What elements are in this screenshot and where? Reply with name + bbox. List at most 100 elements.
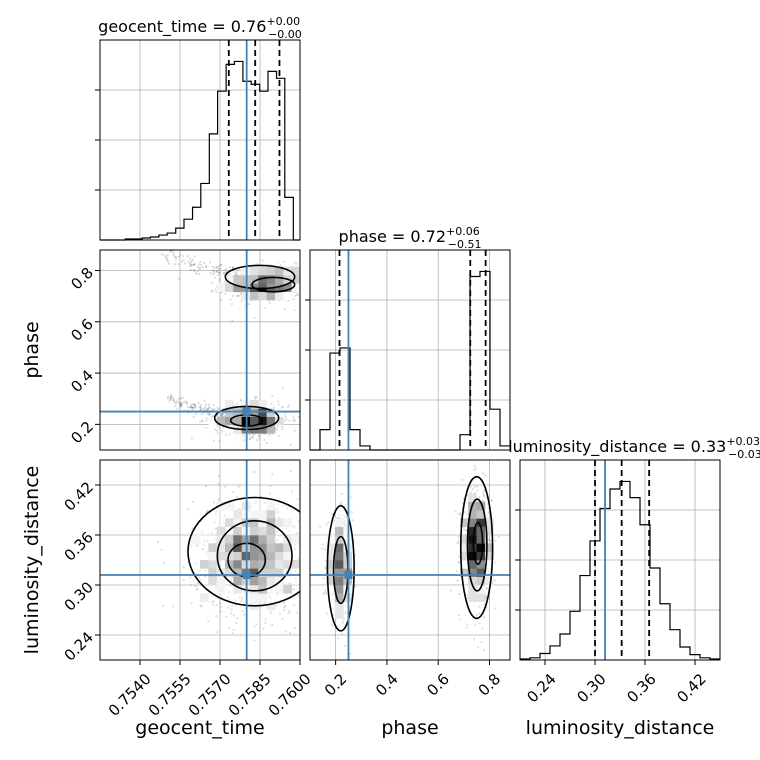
- geocent-time-vs-phase-sample-point: [279, 264, 282, 267]
- geocent-time-vs-phase-sample-point: [214, 288, 217, 291]
- geocent-time-vs-luminosity-distance-sample-point: [275, 604, 278, 607]
- phase-vs-luminosity-distance-sample-point: [465, 529, 467, 532]
- phase-vs-luminosity-distance-sample-point: [493, 579, 496, 582]
- geocent-time-vs-phase-sample-point: [181, 396, 184, 399]
- geocent-time-vs-phase-sample-point: [232, 271, 235, 274]
- geocent-time-vs-phase-sample-point: [239, 399, 242, 402]
- geocent-time-vs-luminosity-distance-density-cell: [266, 510, 276, 519]
- geocent-time-xtick-label-3: 0.7585: [225, 670, 275, 720]
- geocent-time-vs-luminosity-distance-sample-point: [253, 625, 256, 628]
- phase-vs-luminosity-distance-sample-point: [494, 539, 497, 542]
- geocent-time-vs-phase-sample-point: [203, 407, 206, 410]
- geocent-time-vs-phase-density-cell: [275, 408, 284, 417]
- geocent-time-vs-luminosity-distance-sample-point: [262, 627, 265, 630]
- geocent-time-vs-luminosity-distance-density-cell: [250, 543, 259, 552]
- geocent-time-vs-phase-sample-point: [201, 413, 203, 416]
- phase-vs-luminosity-distance-sample-point: [475, 618, 478, 621]
- geocent-time-vs-phase-density-cell: [225, 408, 234, 417]
- geocent-time-vs-luminosity-distance-sample-point: [203, 540, 205, 543]
- geocent-time-vs-luminosity-distance-sample-point: [263, 502, 266, 504]
- geocent-time-vs-phase-sample-point: [248, 438, 251, 441]
- phase-vs-luminosity-distance-sample-point: [333, 601, 336, 604]
- geocent-time-vs-phase-sample-point: [293, 309, 296, 312]
- geocent-time-vs-phase-density-cell: [275, 291, 284, 301]
- phase-vs-luminosity-distance-sample-point: [333, 528, 336, 530]
- geocent-time-vs-phase-sample-point: [211, 273, 214, 276]
- phase-vs-luminosity-distance-density-cell: [485, 526, 494, 536]
- phase-vs-luminosity-distance-sample-point: [486, 587, 489, 590]
- geocent-time-vs-phase-sample-point: [208, 406, 211, 409]
- geocent-time-vs-luminosity-distance-sample-point: [201, 548, 204, 550]
- geocent-time-vs-phase-sample-point: [205, 427, 208, 429]
- phase-vs-luminosity-distance-sample-point: [483, 495, 486, 498]
- geocent-time-vs-luminosity-distance-density-cell: [233, 576, 242, 586]
- geocent-time-vs-luminosity-distance-frame: [99, 459, 301, 661]
- geocent-time-vs-luminosity-distance-density-cell: [233, 585, 242, 594]
- geocent-time-vs-phase-density-cell: [250, 275, 259, 284]
- geocent-time-vs-phase-sample-point: [192, 406, 195, 409]
- phase-vs-luminosity-distance-sample-point: [485, 587, 488, 590]
- geocent-time-vs-luminosity-distance-sample-point: [207, 620, 210, 623]
- geocent-time-vs-luminosity-distance-density-cell: [266, 576, 276, 586]
- geocent-time-vs-luminosity-distance-sample-point: [204, 576, 207, 578]
- geocent-time-vs-luminosity-distance-density-cell: [250, 518, 259, 527]
- geocent-time-vs-phase-sample-point: [197, 266, 199, 269]
- phase-vs-luminosity-distance-density-cell: [468, 510, 477, 519]
- geocent-time-vs-phase-density-cell: [208, 416, 217, 426]
- geocent-time-vs-phase-sample-point: [189, 261, 192, 264]
- geocent-time-vs-luminosity-distance-sample-point: [263, 602, 266, 604]
- geocent-time-vs-phase-sample-point: [189, 265, 192, 267]
- geocent-time-vs-phase-sample-point: [217, 274, 220, 276]
- geocent-time-vs-luminosity-distance-sample-point: [232, 614, 235, 617]
- geocent-time-vs-phase-density-cell: [216, 283, 226, 292]
- geocent-time-vs-luminosity-distance-sample-point: [219, 605, 222, 608]
- phase-vs-luminosity-distance-sample-point: [344, 601, 347, 604]
- geocent-time-vs-phase-sample-point: [287, 404, 290, 407]
- geocent-time-vs-phase-sample-point: [201, 266, 204, 269]
- phase-vs-luminosity-distance-density-cell: [326, 568, 336, 577]
- phase-vs-luminosity-distance-density-cell: [460, 535, 469, 544]
- geocent-time-vs-phase-density-cell: [258, 408, 267, 417]
- geocent-time-vs-phase-sample-point: [166, 397, 169, 400]
- geocent-time-vs-phase-sample-point: [235, 270, 238, 273]
- geocent-time-vs-luminosity-distance-sample-point: [199, 520, 202, 523]
- geocent-time-vs-phase-sample-point: [189, 263, 192, 266]
- phase-vs-luminosity-distance-sample-point: [474, 467, 477, 470]
- geocent-time-vs-phase-density-cell: [233, 283, 242, 292]
- phase-vs-luminosity-distance-density-cell: [485, 543, 494, 552]
- geocent-time-vs-phase-sample-point: [218, 427, 221, 429]
- geocent-time-vs-luminosity-distance-sample-point: [196, 544, 199, 547]
- geocent-time-vs-luminosity-distance-sample-point: [283, 601, 285, 604]
- geocent-time-vs-phase-sample-point: [223, 273, 226, 276]
- geocent-time-vs-phase-density-cell: [291, 266, 300, 276]
- phase-vs-luminosity-distance-sample-point: [340, 632, 343, 635]
- geocent-time-vs-phase-sample-point: [253, 317, 256, 319]
- geocent-time-vs-luminosity-distance-sample-point: [297, 594, 300, 597]
- geocent-time-vs-luminosity-distance-density-cell: [233, 526, 242, 536]
- geocent-time-vs-phase-sample-point: [179, 403, 181, 406]
- geocent-time-vs-luminosity-distance-sample-point: [276, 593, 279, 596]
- geocent-time-vs-luminosity-distance-sample-point: [219, 610, 222, 613]
- geocent-time-vs-phase-sample-point: [189, 269, 192, 271]
- geocent-time-vs-phase-density-cell: [266, 291, 276, 301]
- geocent-time-vs-luminosity-distance-sample-point: [228, 626, 231, 629]
- geocent-time-vs-luminosity-distance-density-cell: [200, 560, 209, 569]
- phase-vs-luminosity-distance-sample-point: [487, 538, 490, 541]
- geocent-time-vs-phase-sample-point: [258, 434, 260, 437]
- phase-vs-luminosity-distance-sample-point: [487, 507, 490, 509]
- geocent-time-vs-phase-sample-point: [211, 415, 214, 418]
- geocent-time-vs-luminosity-distance-sample-point: [297, 557, 300, 560]
- phase-ytick-label-0: 0.2: [67, 418, 97, 448]
- geocent-time-vs-luminosity-distance-sample-point: [282, 504, 285, 507]
- phase-title-upper: +0.06: [446, 225, 480, 238]
- phase-vs-luminosity-distance-sample-point: [338, 516, 340, 519]
- geocent-time-vs-luminosity-distance-density-cell: [266, 535, 276, 544]
- geocent-time-vs-luminosity-distance-sample-point: [215, 534, 218, 537]
- geocent-time-vs-phase-sample-point: [254, 395, 257, 398]
- phase-vs-luminosity-distance-sample-point: [482, 494, 485, 497]
- phase-xtick-label-2: 0.6: [423, 670, 453, 700]
- phase-vs-luminosity-distance-sample-point: [466, 594, 469, 597]
- geocent-time-vs-luminosity-distance-sample-point: [269, 485, 272, 487]
- geocent-time-vs-luminosity-distance-density-cell: [258, 535, 267, 544]
- geocent-time-vs-phase-sample-point: [287, 406, 290, 409]
